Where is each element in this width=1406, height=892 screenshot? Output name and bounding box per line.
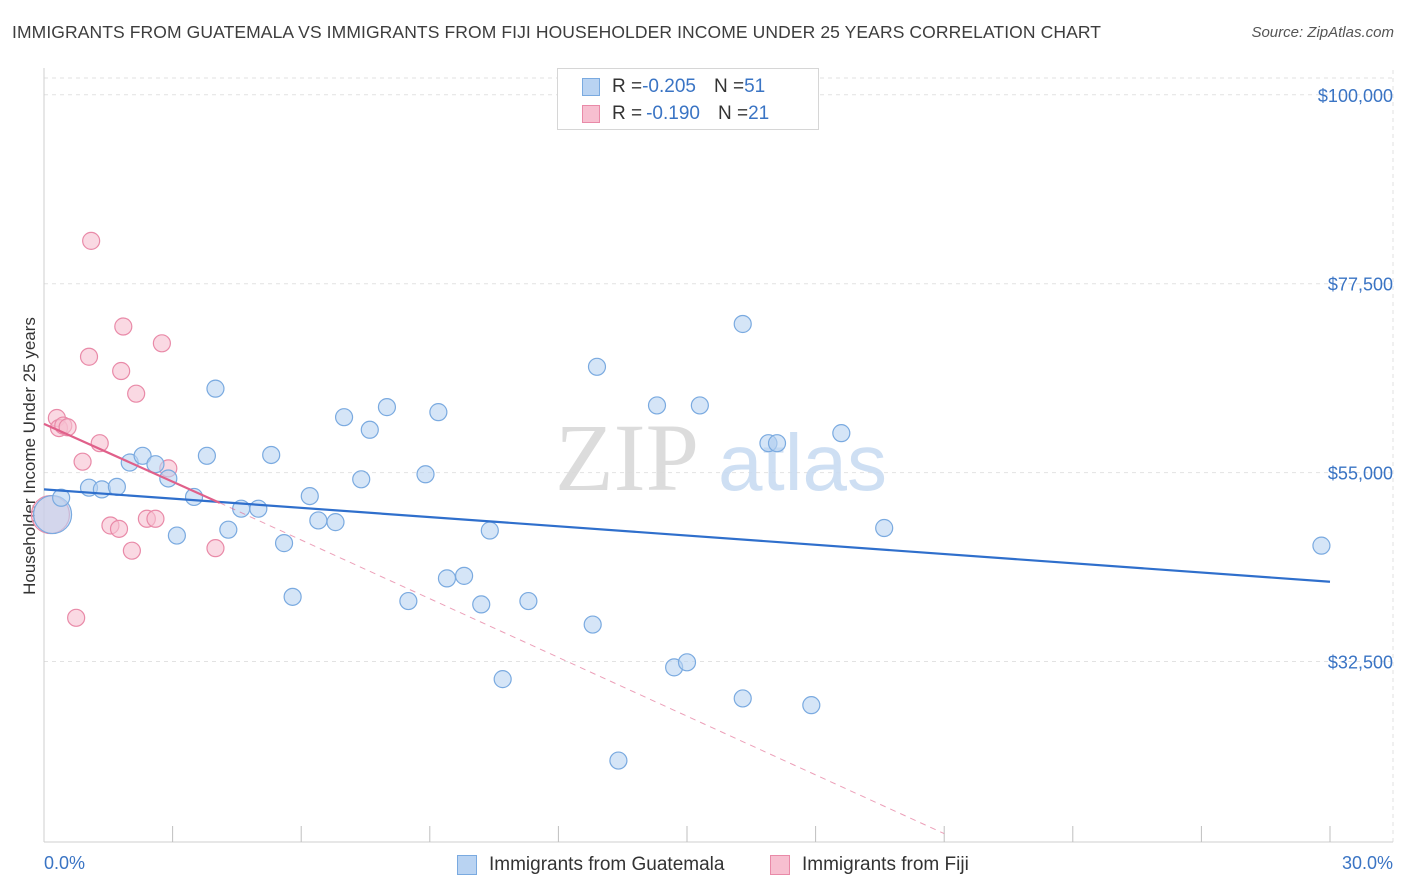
guatemala-point bbox=[219, 520, 238, 539]
fiji-trend-line bbox=[43, 422, 221, 504]
guatemala-point bbox=[437, 569, 457, 588]
guatemala-point bbox=[875, 518, 894, 538]
legend-row-fiji: R = -0.190 N = 21 bbox=[582, 102, 769, 126]
guatemala-point bbox=[206, 379, 225, 398]
guatemala-trend-line bbox=[43, 488, 1331, 583]
guatemala-point bbox=[832, 424, 851, 443]
fiji-point bbox=[112, 361, 131, 381]
fiji-point bbox=[79, 347, 99, 366]
guatemala-point bbox=[52, 488, 71, 507]
guatemala-point bbox=[802, 696, 821, 715]
guatemala-point bbox=[309, 511, 328, 530]
legend-swatch-blue bbox=[582, 78, 600, 96]
bottom-legend-label-guatemala: Immigrants from Guatemala bbox=[489, 854, 725, 875]
source-label: Source: ZipAtlas.com bbox=[1251, 24, 1394, 41]
fiji-point bbox=[67, 608, 86, 627]
legend-row-guatemala: R = -0.205 N = 51 bbox=[582, 75, 765, 99]
bottom-legend-label-fiji: Immigrants from Fiji bbox=[802, 854, 969, 875]
guatemala-point bbox=[733, 314, 752, 334]
y-tick-labels: $32,500 $55,000 $77,500 $100,000 bbox=[1318, 86, 1393, 673]
axes bbox=[43, 68, 1393, 843]
guatemala-point bbox=[472, 595, 491, 614]
guatemala-point bbox=[283, 587, 302, 606]
guatemala-point bbox=[767, 434, 787, 453]
legend-r-label: R = bbox=[612, 103, 643, 124]
guatemala-point bbox=[326, 513, 345, 532]
guatemala-point bbox=[107, 477, 126, 496]
guatemala-point bbox=[519, 591, 538, 611]
trend-lines bbox=[43, 422, 1331, 835]
guatemala-point bbox=[133, 446, 152, 465]
y-axis-label: Householder Income Under 25 years bbox=[20, 317, 39, 595]
guatemala-point bbox=[274, 534, 294, 553]
fiji-point bbox=[73, 452, 92, 471]
guatemala-point bbox=[146, 455, 165, 474]
guatemala-point bbox=[733, 689, 752, 708]
y-tick-label: $77,500 bbox=[1328, 275, 1393, 295]
guatemala-point bbox=[352, 470, 371, 489]
guatemala-point bbox=[399, 591, 418, 611]
legend-r-label: R = bbox=[612, 76, 643, 97]
bottom-legend-swatch-pink bbox=[770, 855, 790, 875]
guatemala-point bbox=[647, 396, 667, 415]
x-tick-min: 0.0% bbox=[44, 853, 85, 873]
guatemala-point bbox=[360, 420, 379, 439]
legend-swatch-pink bbox=[582, 105, 600, 123]
legend-n-value: 51 bbox=[744, 76, 766, 97]
fiji-point bbox=[114, 317, 133, 336]
watermark-zip: ZIP bbox=[555, 404, 699, 511]
fiji-point bbox=[206, 539, 225, 558]
x-tick-max: 30.0% bbox=[1342, 853, 1393, 873]
series-guatemala-points bbox=[32, 314, 1331, 770]
legend-n-label: N = bbox=[713, 76, 745, 97]
guatemala-point bbox=[197, 446, 216, 465]
guatemala-point bbox=[493, 670, 512, 689]
guatemala-point bbox=[583, 615, 602, 634]
legend-r-value: -0.190 bbox=[646, 103, 700, 124]
guatemala-point bbox=[416, 465, 435, 484]
fiji-point bbox=[109, 519, 129, 538]
chart-title: IMMIGRANTS FROM GUATEMALA VS IMMIGRANTS … bbox=[12, 22, 1102, 42]
fiji-point bbox=[146, 509, 165, 528]
bottom-legend-swatch-blue bbox=[457, 855, 477, 875]
guatemala-point bbox=[92, 480, 111, 499]
y-tick-label: $32,500 bbox=[1328, 652, 1393, 672]
legend-n-label: N = bbox=[717, 103, 749, 124]
guatemala-point bbox=[609, 751, 628, 770]
bottom-legend-fiji: Immigrants from Fiji bbox=[770, 852, 969, 878]
watermark: ZIP atlas bbox=[555, 404, 887, 511]
guatemala-point bbox=[677, 653, 697, 672]
y-tick-label: $55,000 bbox=[1328, 464, 1393, 484]
legend-n-value: 21 bbox=[748, 103, 770, 124]
correlation-legend: R = -0.205 N = 51 R = -0.190 N = 21 bbox=[557, 68, 819, 130]
fiji-point bbox=[152, 334, 171, 353]
guatemala-point bbox=[1312, 536, 1331, 555]
guatemala-point bbox=[690, 396, 709, 415]
y-tick-label: $100,000 bbox=[1318, 86, 1393, 106]
guatemala-point bbox=[167, 526, 186, 545]
guatemala-point bbox=[429, 403, 448, 422]
bottom-legend-guatemala: Immigrants from Guatemala bbox=[457, 852, 724, 878]
guatemala-point bbox=[334, 408, 354, 427]
guatemala-point bbox=[587, 357, 607, 376]
guatemala-point bbox=[249, 499, 268, 518]
guatemala-point bbox=[377, 398, 397, 417]
guatemala-point bbox=[262, 445, 281, 465]
fiji-point bbox=[127, 384, 146, 403]
fiji-trend-extension bbox=[219, 502, 945, 835]
legend-r-value: -0.205 bbox=[642, 76, 696, 97]
guatemala-point bbox=[159, 469, 178, 488]
fiji-point bbox=[82, 231, 101, 250]
watermark-atlas: atlas bbox=[718, 418, 887, 507]
fiji-point bbox=[58, 418, 77, 437]
series-fiji-points bbox=[30, 231, 225, 627]
guatemala-point bbox=[454, 566, 474, 585]
fiji-point bbox=[122, 541, 141, 560]
guatemala-point bbox=[480, 521, 499, 540]
guatemala-point bbox=[300, 487, 319, 506]
